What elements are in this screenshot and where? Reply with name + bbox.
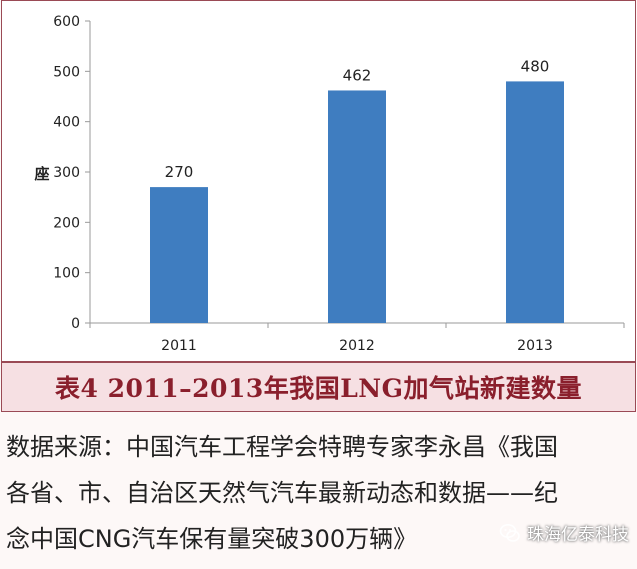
y-tick-label: 300 bbox=[53, 165, 80, 181]
bar-2011 bbox=[150, 187, 208, 323]
x-tick-label-2013: 2013 bbox=[517, 338, 553, 354]
source-line-2: 各省、市、自治区天然气汽车最新动态和数据——纪 bbox=[6, 479, 558, 507]
data-label-2012: 462 bbox=[343, 66, 372, 84]
figure-frame: 0 100 200 300 400 500 600 270 2011 462 2012 480 201… bbox=[1, 0, 636, 412]
source-note: 数据来源：中国汽车工程学会特聘专家李永昌《我国 各省、市、自治区天然气汽车最新动… bbox=[6, 424, 631, 562]
y-tick-label: 0 bbox=[71, 316, 80, 332]
y-tick-label: 400 bbox=[53, 115, 80, 131]
chart-canvas: 0 100 200 300 400 500 600 270 2011 462 2012 480 201… bbox=[33, 14, 625, 354]
data-label-2011: 270 bbox=[165, 163, 194, 181]
y-axis-label: 座 bbox=[33, 165, 49, 183]
y-tick-label: 600 bbox=[53, 14, 80, 30]
bar-2012 bbox=[328, 90, 386, 324]
source-line-1: 数据来源：中国汽车工程学会特聘专家李永昌《我国 bbox=[6, 433, 558, 461]
bar-layer bbox=[150, 81, 564, 324]
data-label-2013: 480 bbox=[521, 57, 550, 75]
label-layer: 270 2011 462 2012 480 2013 bbox=[161, 57, 553, 354]
axis-layer: 0 100 200 300 400 500 600 bbox=[53, 14, 625, 332]
bar-chart: 0 100 200 300 400 500 600 270 2011 462 2012 480 201… bbox=[2, 1, 635, 361]
wechat-icon bbox=[499, 523, 520, 542]
y-tick-label: 100 bbox=[53, 266, 80, 282]
source-line-3: 念中国CNG汽车保有量突破300万辆》 bbox=[6, 525, 418, 553]
y-tick-label: 200 bbox=[53, 215, 80, 231]
watermark: 珠海亿泰科技 bbox=[499, 520, 629, 545]
bar-2013 bbox=[506, 81, 564, 324]
figure-caption-bar: 表4 2011–2013年我国LNG加气站新建数量 bbox=[2, 361, 635, 411]
y-tick-label: 500 bbox=[53, 64, 80, 80]
watermark-text: 珠海亿泰科技 bbox=[527, 525, 629, 545]
x-tick-label-2011: 2011 bbox=[161, 338, 197, 354]
figure-caption: 表4 2011–2013年我国LNG加气站新建数量 bbox=[54, 374, 583, 403]
x-tick-label-2012: 2012 bbox=[339, 338, 375, 354]
